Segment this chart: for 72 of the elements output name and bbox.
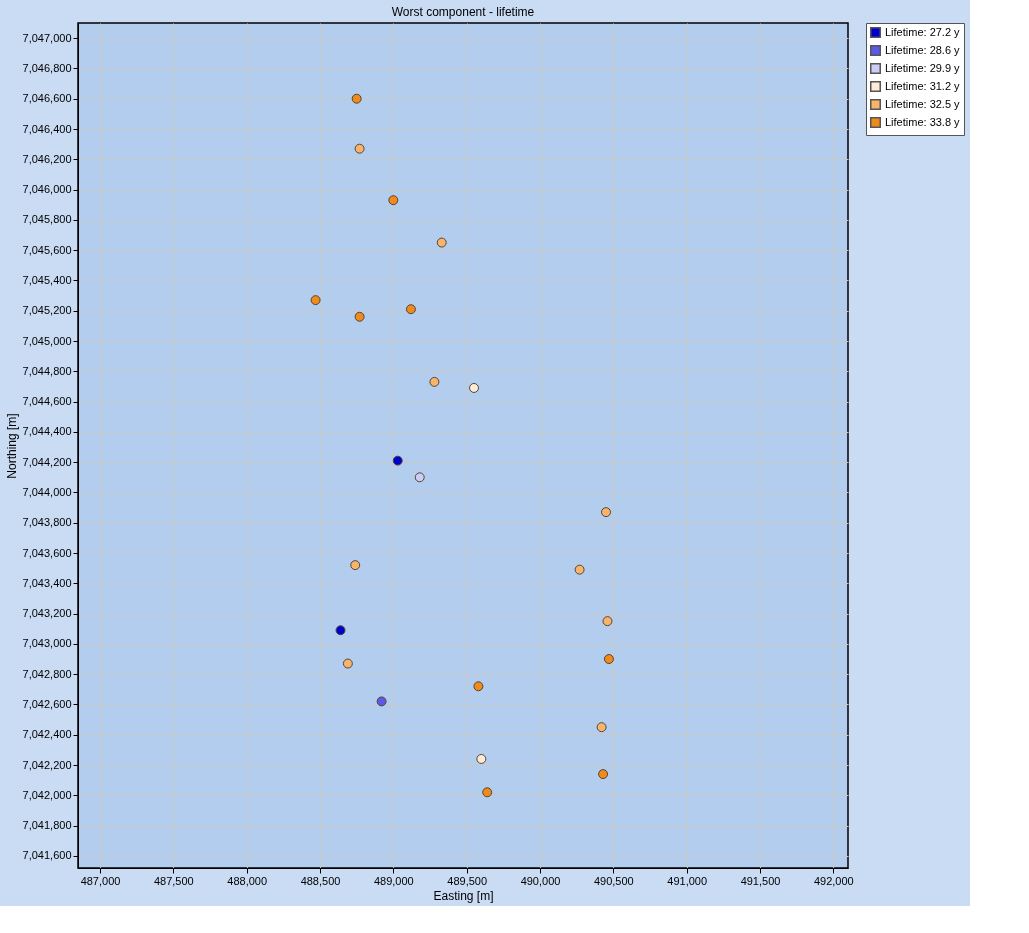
y-tick-label: 7,043,200	[22, 607, 72, 620]
point	[473, 681, 484, 692]
y-tick-label: 7,046,600	[22, 92, 72, 105]
x-tick-label: 491,500	[740, 874, 781, 887]
point	[429, 376, 440, 387]
point	[603, 654, 614, 664]
x-tick-label: 488,500	[300, 874, 341, 887]
y-tick-label: 7,041,800	[22, 819, 72, 832]
legend-label: Lifetime: 28.6 y	[885, 43, 961, 56]
point	[342, 658, 353, 669]
legend-label: Lifetime: 32.5 y	[885, 97, 961, 110]
x-axis-title: Easting [m]	[433, 888, 494, 903]
point	[388, 195, 399, 206]
point	[350, 560, 361, 571]
y-tick-label: 7,044,200	[22, 455, 72, 468]
y-axis-title: Northing [m]	[4, 413, 19, 479]
y-tick-label: 7,041,600	[22, 849, 72, 862]
point	[482, 787, 493, 798]
y-tick-label: 7,042,800	[22, 667, 72, 680]
y-tick-label: 7,042,200	[22, 758, 72, 771]
chart-title: Worst component - lifetime	[391, 4, 535, 19]
point	[392, 455, 403, 466]
y-tick-label: 7,044,400	[22, 425, 72, 438]
y-tick-label: 7,045,400	[22, 273, 72, 286]
legend-label: Lifetime: 33.8 y	[885, 115, 961, 128]
y-tick-label: 7,045,800	[22, 213, 72, 226]
y-tick-label: 7,044,800	[22, 364, 72, 377]
y-tick-label: 7,046,200	[22, 152, 72, 165]
x-tick-label: 490,500	[593, 874, 634, 887]
point	[376, 696, 387, 707]
y-tick-label: 7,046,800	[22, 61, 72, 74]
y-tick-label: 7,044,600	[22, 395, 72, 408]
y-tick-label: 7,045,200	[22, 304, 72, 317]
point	[351, 93, 362, 104]
legend-label: Lifetime: 31.2 y	[885, 79, 961, 92]
x-tick-label: 492,000	[813, 874, 854, 887]
point	[596, 722, 607, 733]
point	[335, 625, 346, 636]
y-tick-label: 7,042,000	[22, 788, 72, 801]
legend-label: Lifetime: 29.9 y	[885, 61, 961, 74]
y-tick-label: 7,045,000	[22, 334, 72, 347]
x-tick-label: 489,500	[447, 874, 488, 887]
y-tick-label: 7,042,600	[22, 697, 72, 710]
point	[574, 564, 585, 575]
x-tick-label: 491,000	[667, 874, 708, 887]
point	[354, 143, 365, 154]
x-tick-label: 489,000	[373, 874, 414, 887]
point	[310, 295, 321, 306]
point	[469, 382, 479, 393]
point	[602, 616, 613, 627]
point	[436, 237, 447, 248]
point	[598, 769, 609, 780]
legend-label: Lifetime: 27.2 y	[885, 25, 961, 38]
y-tick-label: 7,045,600	[22, 243, 72, 256]
point	[405, 304, 416, 315]
y-tick-label: 7,046,400	[22, 122, 72, 135]
y-tick-label: 7,043,400	[22, 576, 72, 589]
x-tick-label: 487,000	[80, 874, 121, 887]
y-tick-label: 7,043,600	[22, 546, 72, 559]
y-tick-label: 7,042,400	[22, 728, 72, 741]
y-tick-label: 7,046,000	[22, 183, 72, 196]
point	[354, 311, 365, 322]
x-tick-label: 490,000	[520, 874, 561, 887]
x-tick-label: 488,000	[227, 874, 268, 887]
y-tick-label: 7,043,000	[22, 637, 72, 650]
y-tick-label: 7,043,800	[22, 516, 72, 529]
point	[476, 754, 487, 764]
point	[414, 472, 425, 483]
point	[601, 507, 611, 518]
y-tick-label: 7,047,000	[22, 31, 72, 44]
y-tick-label: 7,044,000	[22, 485, 72, 498]
x-tick-label: 487,500	[153, 874, 194, 887]
